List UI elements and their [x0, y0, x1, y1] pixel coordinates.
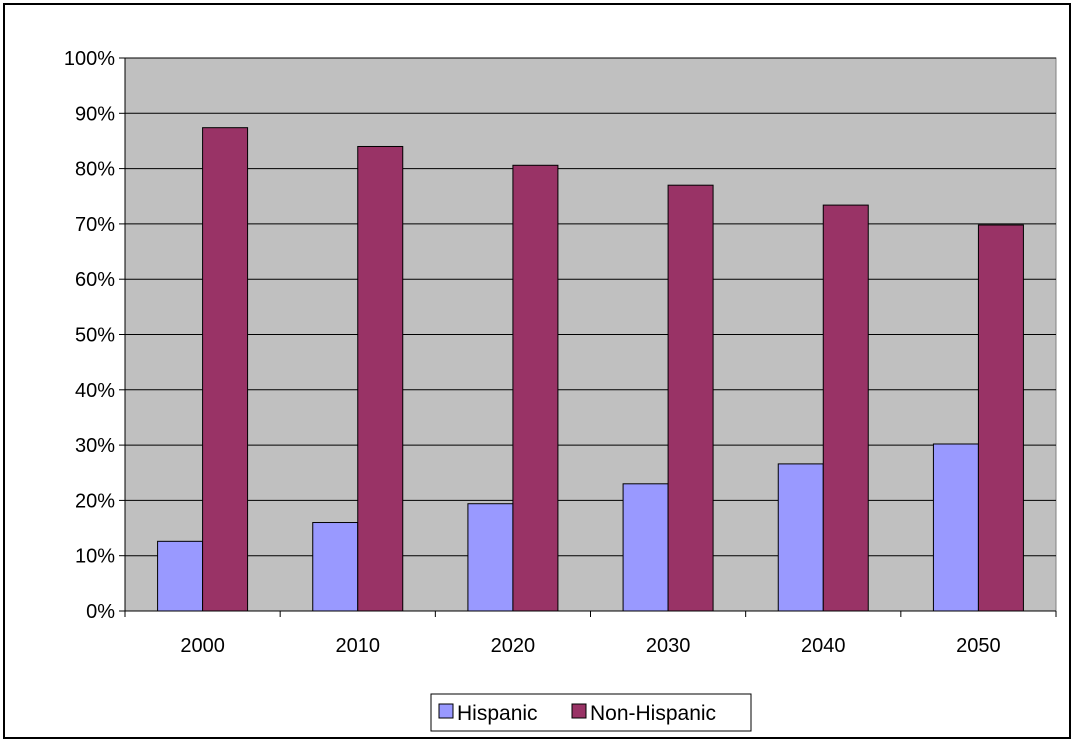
bar-hispanic-2010 — [312, 522, 359, 612]
bar-non-hispanic-2020 — [512, 164, 559, 612]
bar-non-hispanic-2030 — [667, 184, 714, 612]
y-tick-label: 0% — [86, 601, 115, 623]
bar-non-hispanic-2010 — [357, 145, 404, 612]
y-tick-label: 20% — [75, 490, 115, 512]
bar-non-hispanic-2000 — [202, 127, 249, 612]
legend: Hispanic Non-Hispanic — [430, 693, 752, 732]
bar-hispanic-2040 — [777, 463, 824, 612]
gridlines — [125, 57, 1056, 557]
axes — [119, 57, 1057, 617]
legend-swatch-hispanic — [438, 703, 454, 719]
y-tick-label: 60% — [75, 269, 115, 291]
y-tick-label: 40% — [75, 380, 115, 402]
x-tick-labels: 2000 2010 2020 2030 2040 2050 — [180, 635, 1000, 657]
x-tick-label: 2050 — [956, 635, 1001, 657]
y-tick-label: 50% — [75, 325, 115, 347]
y-tick-label: 100% — [64, 48, 115, 70]
legend-label-hispanic: Hispanic — [457, 702, 538, 725]
x-tick-label: 2000 — [180, 635, 225, 657]
y-tick-label: 30% — [75, 435, 115, 457]
x-tick-label: 2010 — [336, 635, 381, 657]
x-tick-label: 2030 — [646, 635, 691, 657]
bar-hispanic-2020 — [467, 503, 514, 612]
legend-label-non-hispanic: Non-Hispanic — [590, 702, 716, 725]
bar-hispanic-2000 — [157, 540, 204, 612]
legend-swatch-non-hispanic — [571, 703, 587, 719]
bar-non-hispanic-2050 — [977, 224, 1024, 612]
y-tick-labels: 0% 10% 20% 30% 40% 50% 60% 70% 80% 90% 100% — [64, 48, 115, 623]
bars — [157, 127, 1024, 612]
bar-non-hispanic-2040 — [822, 204, 869, 612]
bar-hispanic-2050 — [932, 443, 979, 612]
y-tick-label: 90% — [75, 103, 115, 125]
bar-hispanic-2030 — [622, 483, 669, 612]
y-tick-label: 70% — [75, 214, 115, 236]
legend-box — [430, 693, 752, 732]
y-tick-label: 10% — [75, 546, 115, 568]
x-tick-label: 2020 — [491, 635, 536, 657]
y-tick-label: 80% — [75, 159, 115, 181]
x-tick-label: 2040 — [801, 635, 846, 657]
